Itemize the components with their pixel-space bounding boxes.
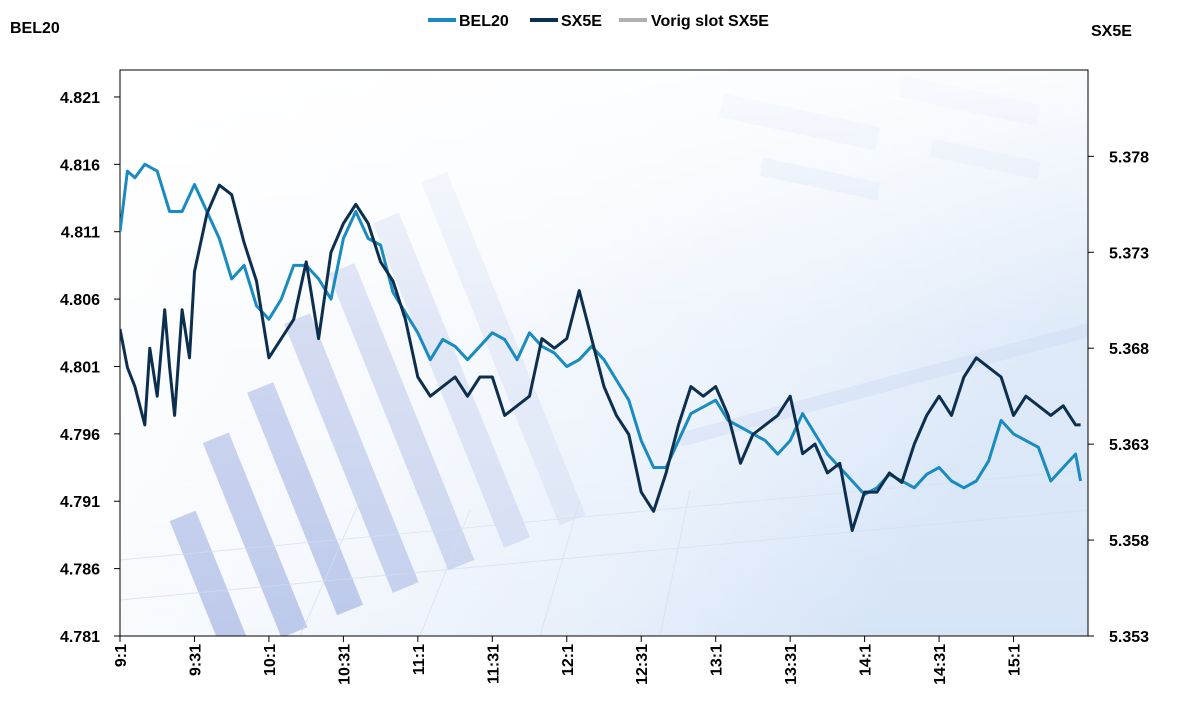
x-tick-label: 10:1	[262, 644, 279, 676]
x-tick-label: 12:31	[634, 644, 651, 685]
left-y-axis: 4.781 4.786 4.791 4.796 4.801 4.806 4.811 4.816…	[60, 90, 120, 646]
right-axis-title: SX5E	[1091, 23, 1132, 40]
right-tick-label: 5.373	[1109, 245, 1149, 262]
legend-label-sx5e: SX5E	[561, 13, 602, 30]
left-tick-label: 4.791	[60, 494, 100, 511]
x-tick-label: 14:1	[858, 644, 875, 676]
x-tick-label: 14:31	[932, 644, 949, 685]
series-line-bel20	[120, 162, 1083, 496]
left-tick-label: 4.816	[60, 157, 100, 174]
plot-background	[120, 70, 1088, 636]
x-tick-label: 13:31	[783, 644, 800, 685]
plot-area-border	[119, 69, 1089, 637]
left-tick-label: 4.811	[61, 225, 100, 242]
left-axis-title: BEL20	[10, 20, 60, 37]
right-tick-label: 5.368	[1109, 341, 1149, 358]
legend: BEL20 SX5E Vorig slot SX5E	[428, 13, 769, 30]
series-line-sx5e	[120, 183, 1081, 532]
x-tick-label: 11:1	[411, 644, 428, 675]
left-tick-label: 4.821	[60, 90, 100, 107]
legend-label-bel20: BEL20	[459, 13, 509, 30]
x-tick-label: 11:31	[485, 644, 502, 684]
left-tick-label: 4.781	[60, 629, 100, 646]
left-tick-label: 4.801	[60, 359, 100, 376]
left-tick-label: 4.796	[60, 427, 100, 444]
right-y-axis: 5.353 5.358 5.363 5.368 5.373 5.378	[1088, 149, 1149, 646]
right-tick-label: 5.358	[1109, 533, 1149, 550]
x-tick-label: 10:31	[336, 644, 353, 685]
left-tick-label: 4.786	[60, 562, 100, 579]
x-tick-label: 9:31	[187, 644, 204, 676]
left-tick-label: 4.806	[60, 292, 100, 309]
right-tick-label: 5.378	[1109, 149, 1149, 166]
right-tick-label: 5.353	[1109, 629, 1149, 646]
x-tick-label: 15:1	[1007, 644, 1024, 676]
right-tick-label: 5.363	[1109, 437, 1149, 454]
x-tick-label: 13:1	[709, 644, 726, 676]
x-tick-label: 12:1	[560, 644, 577, 676]
x-axis: 9:1 9:31 10:1 10:31 11:1 11:31 12:1 12:31 13:1 13…	[113, 636, 1024, 685]
legend-label-vorig-slot: Vorig slot SX5E	[651, 13, 769, 30]
x-tick-label: 9:1	[113, 644, 130, 667]
series-layer	[120, 162, 1083, 532]
